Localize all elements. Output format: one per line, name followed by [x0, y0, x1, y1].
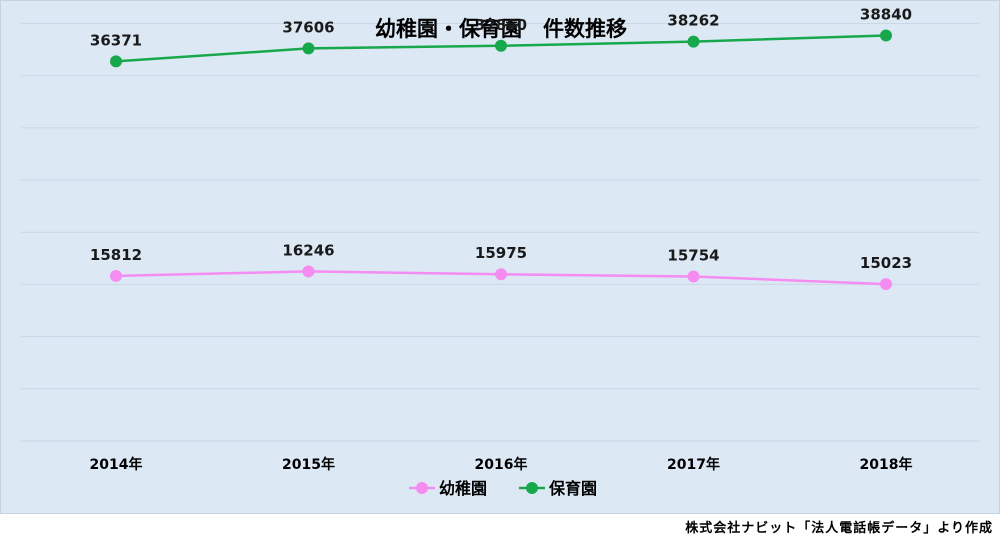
data-point: [110, 269, 122, 282]
data-point: [687, 35, 700, 48]
data-label: 15023: [860, 254, 912, 272]
chart-title: 幼稚園・保育園 件数推移: [375, 17, 627, 41]
source-note: 株式会社ナビット「法人電話帳データ」より作成: [685, 521, 993, 536]
data-label: 38262: [667, 12, 719, 30]
data-label: 38840: [860, 6, 912, 24]
data-label: 36371: [90, 31, 142, 49]
data-label: 37606: [282, 18, 334, 36]
data-point: [302, 265, 315, 278]
x-tick-label: 2015年: [282, 456, 335, 473]
series-layer: 15812 16246 15975 15754 15023 36371 37606 37860…: [90, 6, 912, 291]
x-tick-label: 2016年: [475, 456, 528, 473]
x-axis-labels: 2014年 2015年 2016年 2017年 2018年: [90, 456, 913, 473]
data-label: 16246: [282, 241, 334, 259]
x-tick-label: 2018年: [860, 456, 913, 473]
data-label: 15975: [475, 244, 527, 262]
data-point: [495, 268, 507, 281]
legend-label-0: 幼稚園: [439, 479, 487, 498]
x-tick-label: 2014年: [90, 456, 143, 473]
gridlines: [21, 22, 979, 442]
data-point: [880, 29, 892, 42]
legend-label-1: 保育園: [548, 479, 597, 498]
data-point: [110, 55, 122, 68]
line-chart: 幼稚園・保育園 件数推移 15812 16246 15975 15754 15023 36…: [21, 6, 979, 498]
legend: 幼稚園 保育園: [409, 479, 597, 498]
legend-marker-0: [416, 482, 428, 494]
data-label: 15754: [667, 247, 719, 265]
data-label: 15812: [90, 246, 142, 264]
data-point: [495, 39, 507, 52]
data-label: 37860: [475, 16, 527, 34]
legend-marker-1: [526, 482, 538, 494]
data-point: [302, 42, 315, 55]
data-point: [687, 270, 700, 283]
x-tick-label: 2017年: [667, 456, 720, 473]
data-point: [880, 278, 892, 291]
